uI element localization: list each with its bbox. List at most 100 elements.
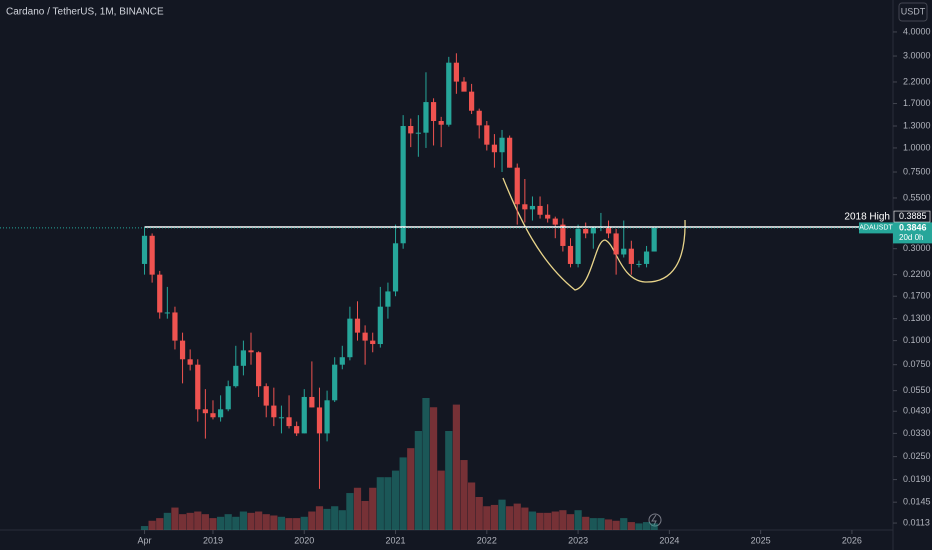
candle-body <box>217 409 224 418</box>
candle-body <box>157 274 163 313</box>
y-tick-label: 1.3000 <box>903 120 931 130</box>
candle-body <box>316 407 323 434</box>
candle-body <box>362 332 368 341</box>
candle-body <box>469 91 475 111</box>
candle-body <box>522 204 528 210</box>
x-tick-label: 2020 <box>294 535 314 545</box>
volume-bar <box>148 520 156 530</box>
replay-icon[interactable] <box>648 513 662 527</box>
volume-bar <box>224 514 232 530</box>
volume-bar <box>452 404 460 530</box>
candle-body <box>567 245 574 264</box>
candle-body <box>187 359 193 365</box>
candle-body <box>590 226 596 234</box>
candle-body <box>248 350 254 353</box>
volume-bar <box>475 497 483 530</box>
candle-body <box>453 62 459 82</box>
icon-circle[interactable] <box>648 513 662 527</box>
candle-body <box>430 102 437 121</box>
volume-bar <box>384 477 392 530</box>
volume-bar <box>255 511 263 530</box>
candle-body <box>263 386 269 406</box>
volume-bar <box>559 510 567 530</box>
volume-bar <box>399 457 407 530</box>
volume-bar <box>209 518 217 530</box>
volume-bar <box>642 522 651 530</box>
x-tick-label: 2026 <box>842 535 862 545</box>
volume-bar <box>323 508 331 530</box>
volume-bar <box>620 518 628 530</box>
candle-body <box>141 235 148 264</box>
volume-bar <box>308 511 316 530</box>
volume-bar <box>468 482 476 530</box>
y-tick-label: 0.5500 <box>903 192 931 202</box>
icon-bolt[interactable] <box>651 514 657 526</box>
candle-body <box>301 396 307 434</box>
candle-body <box>271 405 277 418</box>
candle-body <box>172 312 178 341</box>
volume-bar <box>612 520 620 530</box>
candle-body <box>552 218 558 225</box>
candle-body <box>286 417 292 427</box>
candle-body <box>347 318 353 358</box>
candle-body <box>294 426 300 434</box>
x-tick-label: 2019 <box>203 535 223 545</box>
candle-body <box>560 224 566 246</box>
candle-body <box>408 125 414 134</box>
volume-bar <box>171 507 179 530</box>
candle-body <box>164 312 170 314</box>
countdown-label: 20d 0h <box>899 233 923 242</box>
candle-body <box>415 132 421 134</box>
candle-body <box>179 340 186 360</box>
x-tick-label: 2025 <box>751 535 771 545</box>
volume-bar <box>331 506 339 530</box>
volume-bar <box>498 499 506 530</box>
currency-button[interactable] <box>898 2 928 22</box>
volume-bar <box>270 515 278 530</box>
price-label: 0.3846 <box>899 222 927 232</box>
volume-bar <box>407 448 415 530</box>
candle-body <box>278 417 285 419</box>
candle-body <box>507 137 513 168</box>
volume-bar <box>506 506 514 530</box>
volume-bar <box>445 431 453 530</box>
volume-bar <box>315 506 324 530</box>
volume-bar <box>194 511 202 530</box>
volume-bar <box>490 504 499 530</box>
candle-body <box>446 62 452 125</box>
candle-body <box>537 205 543 215</box>
hline-value-box <box>893 210 931 223</box>
candle-body <box>461 81 467 92</box>
y-tick-label: 0.1000 <box>903 335 931 345</box>
volume-bar <box>239 511 248 530</box>
volume-bar <box>140 526 149 530</box>
y-tick-label: 2.2000 <box>903 76 931 86</box>
y-tick-label: 0.0550 <box>903 385 931 395</box>
volume-bar <box>369 487 377 530</box>
y-tick-label: 0.0430 <box>903 406 931 416</box>
candle-body <box>643 251 650 264</box>
volume-bar <box>376 477 384 530</box>
candle-body <box>484 125 490 145</box>
candle-body <box>583 228 589 234</box>
candle-body <box>613 233 619 255</box>
volume-bar <box>582 516 590 530</box>
volume-bar <box>528 511 537 530</box>
y-tick-label: 0.0750 <box>903 359 931 369</box>
volume-bar <box>437 470 445 530</box>
volume-bar <box>513 503 521 530</box>
candle-body <box>438 120 444 125</box>
candle-body <box>202 409 208 414</box>
y-tick-label: 0.2200 <box>903 269 931 279</box>
candle-body <box>385 291 391 307</box>
volume-bar <box>232 516 240 530</box>
currency-label[interactable]: USDT <box>901 6 926 16</box>
y-tick-label: 0.0113 <box>903 517 930 527</box>
volume-bar <box>566 514 575 530</box>
candle-body <box>233 365 239 387</box>
y-tick-label: 1.0000 <box>903 142 931 152</box>
candle-body <box>423 102 429 133</box>
volume-bar <box>346 493 354 530</box>
